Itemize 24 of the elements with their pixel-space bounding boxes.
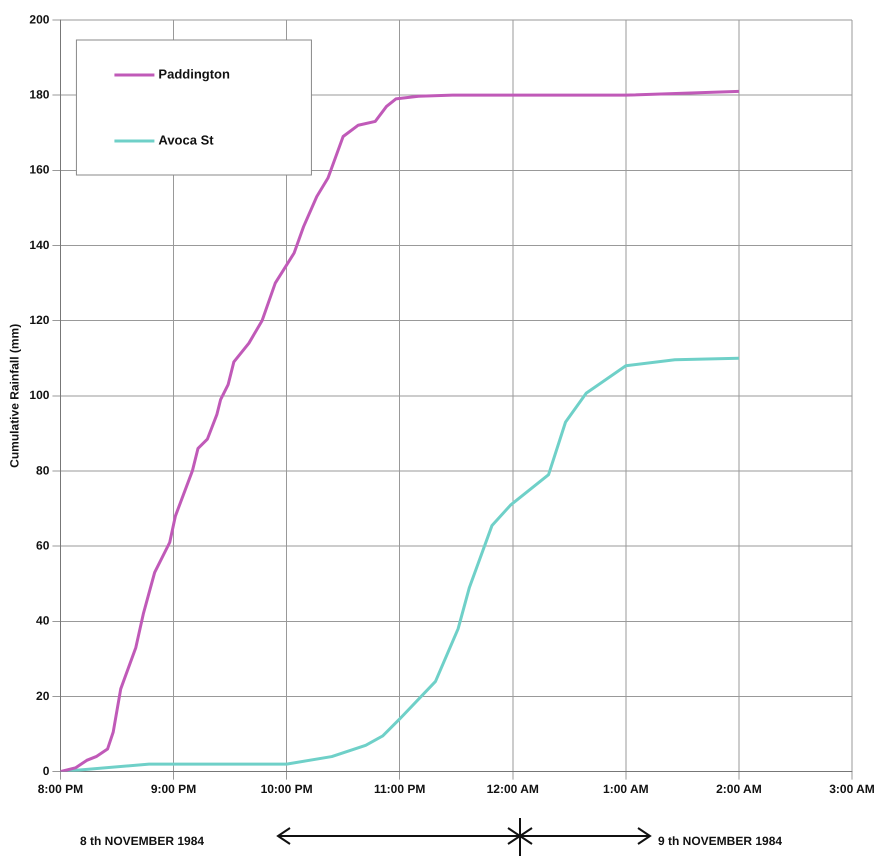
y-tick-label: 180 <box>29 87 50 102</box>
x-tick-label: 10:00 PM <box>260 782 313 796</box>
legend-label: Paddington <box>158 66 230 82</box>
y-axis-title: Cumulative Rainfall (mm) <box>8 324 22 468</box>
x-tick-label: 3:00 AM <box>829 782 875 796</box>
y-tick-label: 20 <box>36 688 50 703</box>
y-tick-label: 200 <box>29 12 50 26</box>
x-tick-label: 1:00 AM <box>603 782 649 796</box>
y-tick-label: 40 <box>36 614 50 628</box>
y-tick-label: 100 <box>29 388 50 402</box>
x-tick-label: 11:00 PM <box>374 782 426 796</box>
x-tick-label: 12:00 AM <box>486 782 539 796</box>
y-tick-label: 140 <box>29 238 50 252</box>
y-tick-label: 120 <box>29 312 50 327</box>
x-tick-label: 2:00 AM <box>716 782 762 796</box>
y-tick-label: 160 <box>29 162 50 177</box>
legend-label: Avoca St <box>158 132 214 148</box>
text: 9 th NOVEMBER 1984 <box>658 834 782 848</box>
text: 8 th NOVEMBER 1984 <box>80 834 204 848</box>
y-tick-label: 60 <box>36 538 50 552</box>
y-tick-label: 80 <box>36 463 50 478</box>
x-tick-label: 9:00 PM <box>150 782 196 796</box>
y-tick-label: 0 <box>42 764 50 778</box>
x-tick-label: 8:00 PM <box>38 782 84 796</box>
